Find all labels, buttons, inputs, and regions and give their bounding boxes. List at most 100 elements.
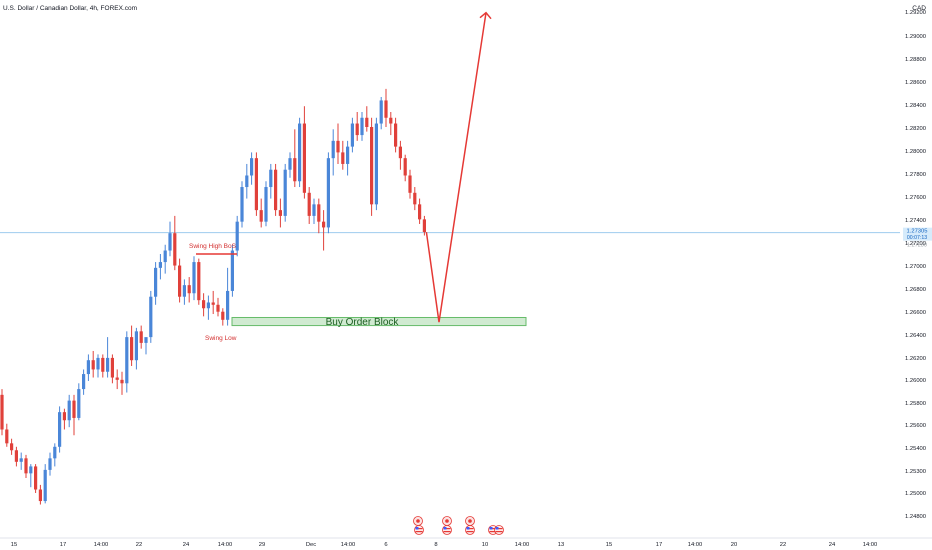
candles <box>0 88 426 505</box>
candle-up <box>235 221 239 251</box>
us-flag-icon[interactable] <box>465 525 475 535</box>
candle-up <box>163 250 167 263</box>
candle-up <box>134 331 138 361</box>
candle-up <box>67 400 71 421</box>
candle-down <box>317 204 321 222</box>
candle-up <box>269 169 273 188</box>
candle-up <box>250 158 254 176</box>
candle-down <box>5 429 9 444</box>
candle-down <box>178 265 182 297</box>
y-tick-label: 1.28400 <box>905 103 926 109</box>
candle-down <box>211 302 215 305</box>
x-tick-labels: 15 17 14:00 22 24 14:00 29 Dec 14:00 6 8 10 14:00 13 1… <box>11 542 877 548</box>
candle-up <box>331 140 335 159</box>
event-icons[interactable] <box>413 516 504 535</box>
x-tick-label: 8 <box>434 542 437 548</box>
y-tick-label: 1.27800 <box>905 172 926 178</box>
y-tick-label: 1.25400 <box>905 446 926 452</box>
candle-up <box>240 187 244 222</box>
candle-up <box>206 302 210 309</box>
candle-down <box>216 304 220 312</box>
candle-down <box>139 331 143 343</box>
candle-up <box>158 262 162 268</box>
y-tick-label: 1.25800 <box>905 401 926 407</box>
candle-down <box>394 123 398 147</box>
x-tick-label: 14:00 <box>688 542 703 548</box>
candle-down <box>130 337 134 361</box>
price-axis[interactable]: CAD 1.292001.290001.288001.286001.284001… <box>900 0 932 538</box>
x-tick-label: 22 <box>136 542 142 548</box>
buy-order-block-zone[interactable] <box>231 316 527 327</box>
candle-up <box>125 337 129 384</box>
x-tick-label: 24 <box>829 542 836 548</box>
us-flag-icon[interactable] <box>442 525 452 535</box>
x-tick-label: 6 <box>384 542 387 548</box>
candle-down <box>422 219 426 233</box>
us-flag-icon[interactable] <box>494 525 504 535</box>
y-tick-label: 1.26800 <box>905 287 926 293</box>
x-tick-label: 10 <box>482 542 488 548</box>
candle-down <box>91 360 95 370</box>
candle-up <box>192 262 196 294</box>
chart-title: U.S. Dollar / Canadian Dollar, 4h, FOREX… <box>3 5 137 12</box>
candle-down <box>62 412 66 421</box>
y-tick-label: 1.29200 <box>905 10 926 16</box>
y-tick-label: 1.25000 <box>905 491 926 497</box>
arrow-head-icon <box>479 11 492 20</box>
y-tick-labels: 1.29200 1.29000 1.28800 1.28600 1.28400 1.282… <box>905 10 926 520</box>
candle-up <box>264 187 268 222</box>
candle-down <box>322 221 326 228</box>
buy-order-block-label: Buy Order Block <box>326 317 400 328</box>
y-tick-label: 1.26000 <box>905 378 926 384</box>
y-tick-label: 1.25300 <box>905 469 926 475</box>
candle-up <box>283 169 287 216</box>
y-tick-label: 1.28600 <box>905 80 926 86</box>
candle-down <box>418 204 422 220</box>
candle-up <box>360 117 364 136</box>
candle-down <box>14 450 18 462</box>
y-tick-label: 1.27200 <box>905 241 926 247</box>
candle-down <box>259 210 263 222</box>
x-tick-label: 14:00 <box>515 542 530 548</box>
candle-down <box>254 158 258 211</box>
canada-flag-icon[interactable] <box>465 516 475 526</box>
last-price-value: 1.27305 <box>907 229 928 235</box>
candle-down <box>38 489 42 502</box>
candle-down <box>197 262 201 301</box>
candle-down <box>24 458 28 474</box>
x-tick-label: 22 <box>780 542 786 548</box>
canada-flag-icon[interactable] <box>442 516 452 526</box>
candle-down <box>110 357 114 378</box>
candle-down <box>221 311 225 320</box>
x-tick-label: 14:00 <box>863 542 878 548</box>
candle-up <box>346 146 350 164</box>
candle-up <box>19 458 23 462</box>
us-flag-icon[interactable] <box>414 525 424 535</box>
y-tick-label: 1.28000 <box>905 149 926 155</box>
candle-down <box>403 158 407 176</box>
x-tick-label: 20 <box>731 542 737 548</box>
candle-up <box>379 100 383 124</box>
candle-up <box>29 466 33 474</box>
x-tick-label: 24 <box>183 542 190 548</box>
candle-up <box>374 123 378 205</box>
candle-up <box>312 204 316 216</box>
candle-up <box>48 458 52 470</box>
time-axis[interactable]: 15 17 14:00 22 24 14:00 29 Dec 14:00 6 8 10 14:00 13 1… <box>0 537 932 548</box>
candle-up <box>298 123 302 182</box>
candle-down <box>355 123 359 136</box>
y-tick-label: 1.26200 <box>905 356 926 362</box>
candle-down <box>120 379 124 384</box>
candle-up <box>43 469 47 502</box>
candle-down <box>187 285 191 294</box>
x-tick-label: 13 <box>558 542 564 548</box>
y-tick-label: 1.29000 <box>905 34 926 40</box>
canada-flag-icon[interactable] <box>413 516 423 526</box>
last-price-countdown: 00:07:13 <box>907 235 927 241</box>
projection-path[interactable] <box>425 12 487 323</box>
candle-down <box>10 443 14 451</box>
candle-up <box>144 337 148 343</box>
candle-up <box>230 250 234 291</box>
candle-up <box>86 360 90 375</box>
